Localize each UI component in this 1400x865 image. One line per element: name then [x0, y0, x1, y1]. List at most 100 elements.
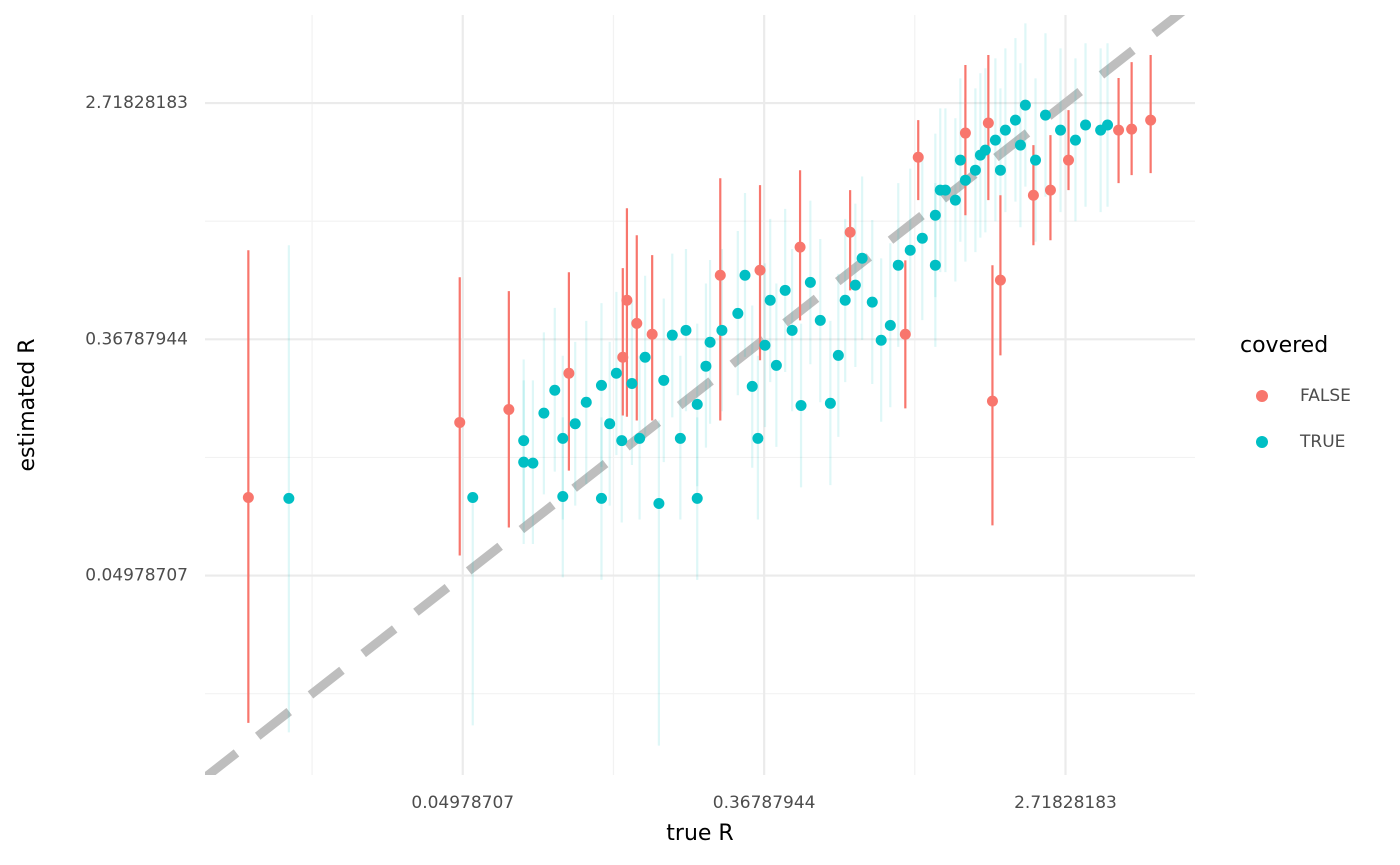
legend: FALSE TRUE	[1256, 386, 1351, 452]
point	[770, 359, 782, 371]
point	[283, 492, 295, 504]
point	[242, 492, 254, 504]
plot-area	[205, 15, 1186, 775]
point	[653, 498, 665, 510]
point	[714, 269, 726, 281]
point	[994, 274, 1006, 286]
point	[454, 416, 466, 428]
point	[746, 380, 758, 392]
point	[549, 384, 561, 396]
x-tick-label: 0.36787944	[713, 793, 816, 813]
point	[795, 400, 807, 412]
point	[1113, 124, 1125, 136]
point	[912, 151, 924, 163]
point	[518, 456, 530, 468]
point	[904, 244, 916, 256]
y-tick-label: 0.36787944	[85, 329, 188, 349]
point	[884, 319, 896, 331]
labels: 0.04978707 0.36787944 2.71828183 0.04978707…	[85, 93, 1117, 813]
point	[1039, 109, 1051, 121]
point	[538, 407, 550, 419]
point	[563, 367, 575, 379]
point	[832, 349, 844, 361]
legend-title: covered	[1240, 333, 1328, 358]
point	[610, 367, 622, 379]
y-tick-label: 2.71828183	[85, 93, 188, 113]
legend-marker	[1256, 390, 1268, 402]
point	[866, 296, 878, 308]
point	[595, 492, 607, 504]
point	[949, 194, 961, 206]
point	[824, 397, 836, 409]
point	[467, 492, 479, 504]
legend-marker	[1256, 436, 1268, 448]
point	[716, 324, 728, 336]
legend-label: FALSE	[1300, 386, 1351, 406]
point	[999, 124, 1011, 136]
point	[982, 117, 994, 129]
point	[616, 435, 628, 447]
point	[674, 432, 686, 444]
point	[1009, 114, 1021, 126]
point	[557, 432, 569, 444]
point	[634, 432, 646, 444]
point	[1063, 154, 1075, 166]
point	[569, 418, 581, 430]
point	[1080, 119, 1092, 131]
point	[1019, 99, 1031, 111]
point	[849, 279, 861, 291]
x-tick-label: 2.71828183	[1014, 793, 1117, 813]
point	[691, 492, 703, 504]
point	[1055, 124, 1067, 136]
point	[503, 404, 515, 416]
point	[646, 328, 658, 340]
point	[929, 209, 941, 221]
point	[1145, 114, 1157, 126]
point	[839, 294, 851, 306]
y-tick-label: 0.04978707	[85, 566, 188, 586]
point	[989, 134, 1001, 146]
point	[666, 329, 678, 341]
point	[1069, 134, 1081, 146]
point	[626, 378, 638, 390]
point	[929, 259, 941, 271]
point	[1044, 184, 1056, 196]
y-axis-title: estimated R	[15, 338, 40, 471]
point	[844, 226, 856, 238]
point	[752, 432, 764, 444]
point	[639, 351, 651, 363]
point	[986, 395, 998, 407]
point	[704, 336, 716, 348]
point	[779, 284, 791, 296]
x-axis-title: true R	[666, 821, 733, 846]
point	[680, 324, 692, 336]
point	[691, 398, 703, 410]
point	[1027, 189, 1039, 201]
point	[974, 149, 986, 161]
point	[856, 252, 868, 264]
point	[959, 127, 971, 139]
point	[794, 241, 806, 253]
point	[786, 324, 798, 336]
point	[759, 339, 771, 351]
point	[604, 418, 616, 430]
point	[658, 374, 670, 386]
legend-label: TRUE	[1299, 432, 1345, 452]
point	[739, 269, 751, 281]
point	[804, 276, 816, 288]
point	[1102, 119, 1114, 131]
point	[959, 174, 971, 186]
point	[954, 154, 966, 166]
point	[595, 379, 607, 391]
point	[631, 317, 643, 329]
identity-line	[205, 15, 1186, 775]
point	[892, 259, 904, 271]
point	[875, 334, 887, 346]
point	[764, 294, 776, 306]
point	[518, 435, 530, 447]
point	[557, 491, 569, 503]
point	[617, 351, 629, 363]
point	[700, 360, 712, 372]
point	[899, 328, 911, 340]
